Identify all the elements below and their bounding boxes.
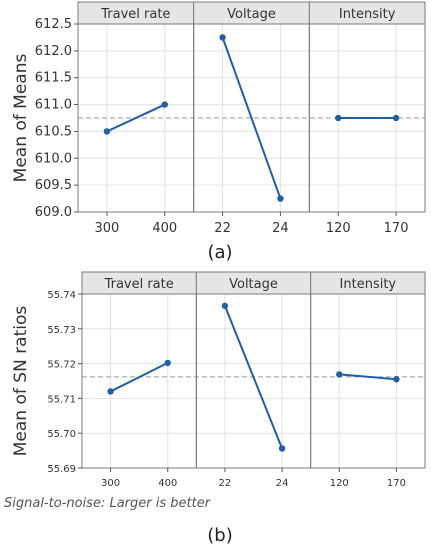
y-axis-label-0: Mean of Means: [11, 54, 31, 183]
panel-title-1-0: Travel rate: [104, 277, 174, 292]
footnote-1: Signal-to-noise: Larger is better: [4, 496, 212, 511]
x-tick-label-1-2-1: 170: [387, 478, 406, 489]
data-point-1-0-0: [107, 388, 114, 395]
y-tick-label-0-2: 610.0: [35, 151, 72, 166]
y-tick-label-1-3: 55.72: [47, 360, 76, 371]
x-tick-label-1-1-0: 22: [219, 478, 232, 489]
series-line-1-0: [110, 362, 169, 393]
x-tick-label-1-0-0: 300: [101, 478, 120, 489]
data-point-0-2-0: [335, 114, 342, 122]
y-tick-label-1-5: 55.74: [47, 290, 76, 301]
x-tick-label-0-1-1: 24: [272, 221, 289, 236]
data-point-1-2-0: [336, 371, 343, 378]
y-tick-label-1-1: 55.70: [47, 429, 76, 440]
panel-frame-1-0: [81, 293, 197, 469]
series-line-0-0: [106, 103, 166, 133]
data-point-0-1-1: [277, 195, 284, 202]
y-axis-label-1: Mean of SN ratios: [11, 306, 31, 457]
y-tick-label-1-4: 55.73: [47, 325, 76, 336]
data-point-1-1-1: [278, 445, 286, 452]
panel-title-0-1: Voltage: [227, 7, 276, 22]
caption-1: (b): [207, 525, 232, 546]
x-tick-label-1-1-1: 24: [276, 478, 289, 489]
panel-title-0-0: Travel rate: [100, 7, 170, 22]
series-line-0-1: [221, 37, 282, 199]
data-point-0-2-1: [392, 114, 400, 122]
series-line-1-2: [339, 373, 397, 381]
panel-title-1-2: Intensity: [340, 277, 397, 292]
y-tick-label-0-7: 612.5: [35, 17, 72, 32]
panel-frame-0-2: [308, 23, 426, 213]
y-tick-label-0-0: 609.0: [35, 205, 72, 220]
data-point-0-0-0: [103, 128, 111, 135]
x-tick-label-1-2-0: 120: [330, 478, 349, 489]
y-tick-label-1-0: 55.69: [47, 464, 76, 475]
caption-0: (a): [207, 242, 232, 263]
x-tick-label-0-0-1: 400: [152, 221, 177, 236]
panel-title-1-1: Voltage: [229, 277, 278, 292]
panel-title-0-2: Intensity: [339, 7, 396, 22]
data-point-0-1-0: [219, 34, 226, 41]
y-tick-label-1-2: 55.71: [47, 394, 76, 405]
data-point-1-0-1: [164, 359, 171, 367]
data-point-0-0-1: [161, 101, 168, 108]
y-tick-label-0-6: 612.0: [35, 44, 72, 59]
y-tick-label-0-4: 611.0: [35, 98, 72, 113]
y-tick-label-0-3: 610.5: [35, 124, 72, 139]
data-point-1-2-1: [393, 376, 400, 383]
x-tick-label-0-2-0: 120: [326, 221, 351, 236]
x-tick-label-1-0-1: 400: [158, 478, 177, 489]
x-tick-label-0-0-0: 300: [95, 221, 120, 236]
x-tick-label-0-2-1: 170: [384, 221, 409, 236]
x-tick-label-0-1-0: 22: [214, 221, 231, 236]
data-point-1-1-0: [221, 302, 229, 310]
y-tick-label-0-1: 609.5: [35, 178, 72, 193]
y-tick-label-0-5: 611.5: [35, 71, 72, 86]
series-line-1-1: [223, 305, 284, 449]
panel-frame-1-2: [310, 293, 426, 469]
panel-frame-1-1: [195, 293, 312, 469]
